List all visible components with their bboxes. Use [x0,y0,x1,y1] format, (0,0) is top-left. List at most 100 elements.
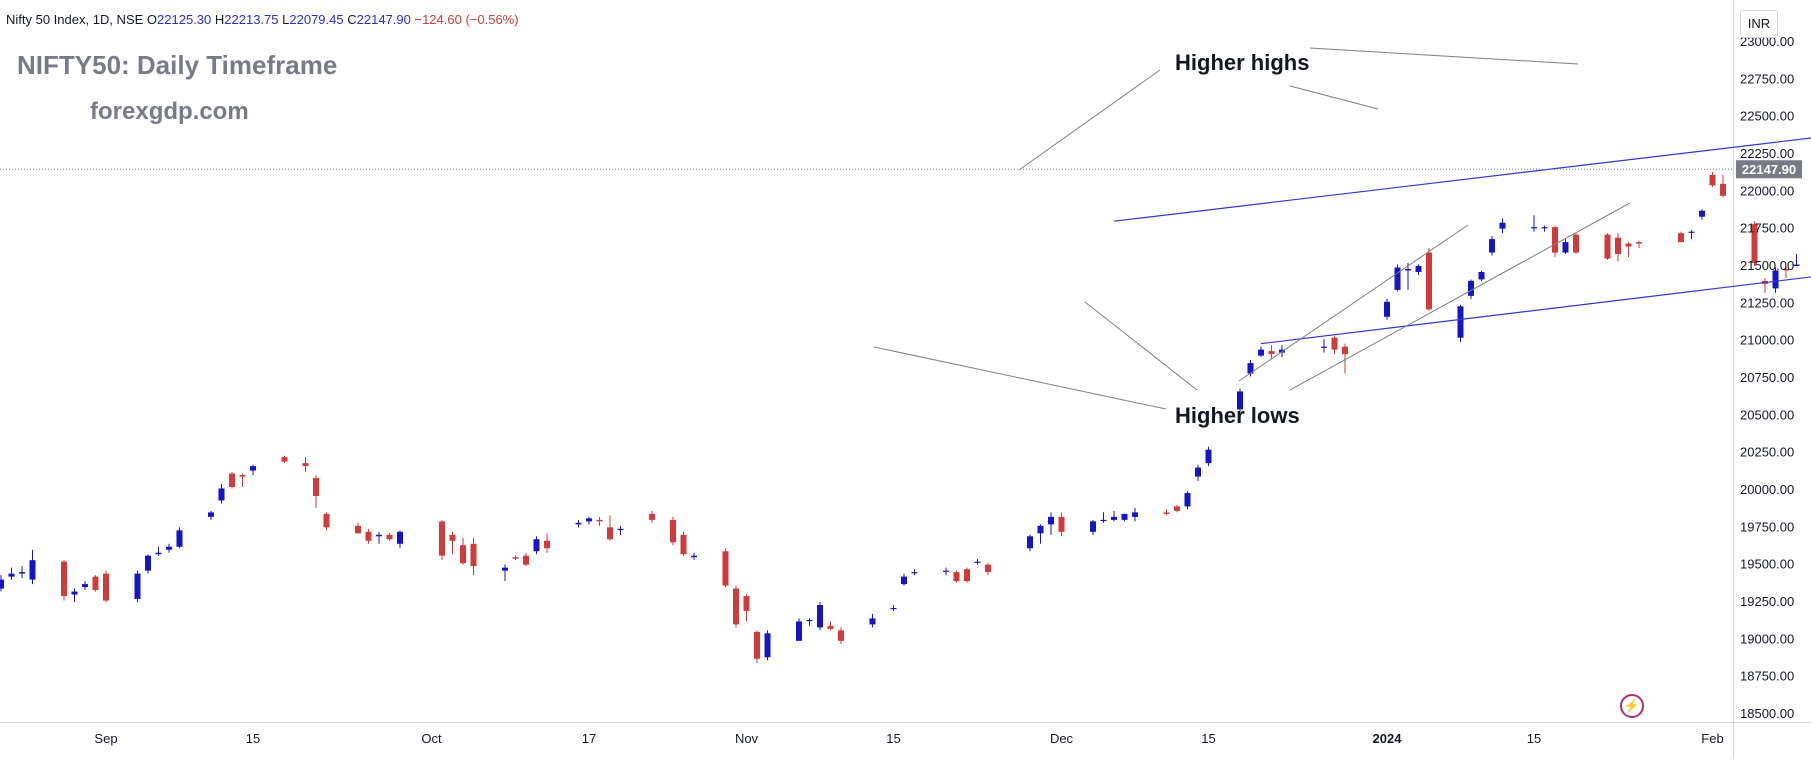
candle [355,522,361,534]
symbol-legend[interactable]: Nifty 50 Index, 1D, NSE O22125.30 H22213… [6,12,519,27]
candle [1268,345,1275,359]
candle [1174,504,1180,513]
candle-body [743,596,750,611]
candle [1688,230,1695,240]
price-tick-label: 20500.00 [1740,407,1794,422]
candle [281,455,288,464]
price-tick-label: 20250.00 [1740,445,1794,460]
lightning-icon[interactable]: ⚡ [1620,694,1644,718]
candle-body [1163,512,1170,514]
candle-body [911,572,918,574]
candle-body [218,488,225,501]
price-tick-label: 19000.00 [1740,631,1794,646]
candle [208,510,214,520]
upper-channel-line[interactable] [1113,42,1811,222]
candle [71,588,78,602]
candle-body [1604,234,1611,259]
candle [1394,264,1401,292]
candle-body [617,528,624,531]
annotation-pointer-line [1238,224,1469,382]
candle-body [1552,227,1558,253]
annotation-pointer-line [1289,85,1379,110]
high-label: H [214,12,225,27]
candle [1468,279,1474,299]
candle [229,472,235,489]
candle [1457,304,1464,343]
candle-body [1384,301,1390,317]
candle-body [1174,506,1180,511]
candle [596,516,603,526]
candle-body [229,473,235,488]
candle-body [1783,268,1789,271]
candle-body [1688,231,1695,233]
candle-body [1499,222,1506,229]
candle-body [134,573,141,600]
candle [1415,264,1422,275]
candle [1405,263,1411,290]
candle [1615,233,1621,262]
annotation-pointer-line [1309,47,1579,65]
candle-body [1184,492,1191,507]
candle-body [1625,243,1632,247]
candle-body [1111,516,1117,520]
candle-body [817,604,823,628]
candle [92,575,99,592]
candle [533,536,540,555]
candle [0,575,4,592]
candle [1678,231,1684,243]
time-tick-label: Dec [1050,731,1074,746]
candle-body [29,560,36,580]
candle-body [1048,516,1054,525]
price-tick-label: 21250.00 [1740,295,1794,310]
candle-body [92,576,99,591]
candle [134,570,141,602]
candle-body [145,555,151,571]
candle [166,543,172,553]
candle-body [670,519,676,543]
candle-body [649,513,655,520]
price-tick-label: 20750.00 [1740,370,1794,385]
candle [1111,510,1117,522]
candle-body [1636,242,1642,244]
candle [680,531,687,556]
candle [1625,242,1632,258]
candle [733,585,739,628]
currency-button[interactable]: INR [1740,10,1778,38]
candle-body [1573,234,1579,253]
candle-body [208,512,214,517]
candle [386,533,393,541]
candle [176,527,183,549]
candle [1163,509,1170,516]
lower-channel-line[interactable] [1260,179,1811,345]
candle-body [155,552,162,555]
candle [1604,233,1611,261]
candle-body [61,561,67,597]
annotation-label[interactable]: Higher lows [1175,403,1300,428]
time-axis[interactable]: Sep15Oct17Nov15Dec15202415Feb15Mar15Apr2… [94,731,1811,746]
annotation-label[interactable]: Higher highs [1175,50,1309,75]
candle-body [439,521,445,556]
candle-body [754,631,760,659]
candle-body [1100,519,1107,522]
candle [1205,446,1212,467]
candle [376,531,382,544]
price-axis[interactable]: 18500.00 18750.00 19000.00 19250.00 19500.00… [1740,34,1794,721]
candle [1552,225,1558,258]
annotation-pointer-line [1084,301,1198,391]
candle-body [1247,363,1254,374]
candle [806,618,813,626]
candle-body [1531,227,1537,229]
candle [649,510,655,523]
candle-body [1037,525,1044,534]
candle [1384,298,1390,320]
candle-body [313,478,319,496]
candle [8,567,15,580]
candle [1048,512,1054,535]
symbol-name[interactable]: Nifty 50 Index, 1D, NSE [6,12,144,27]
candle-body [1709,174,1716,186]
candle [1195,464,1201,482]
candle [1541,225,1548,232]
